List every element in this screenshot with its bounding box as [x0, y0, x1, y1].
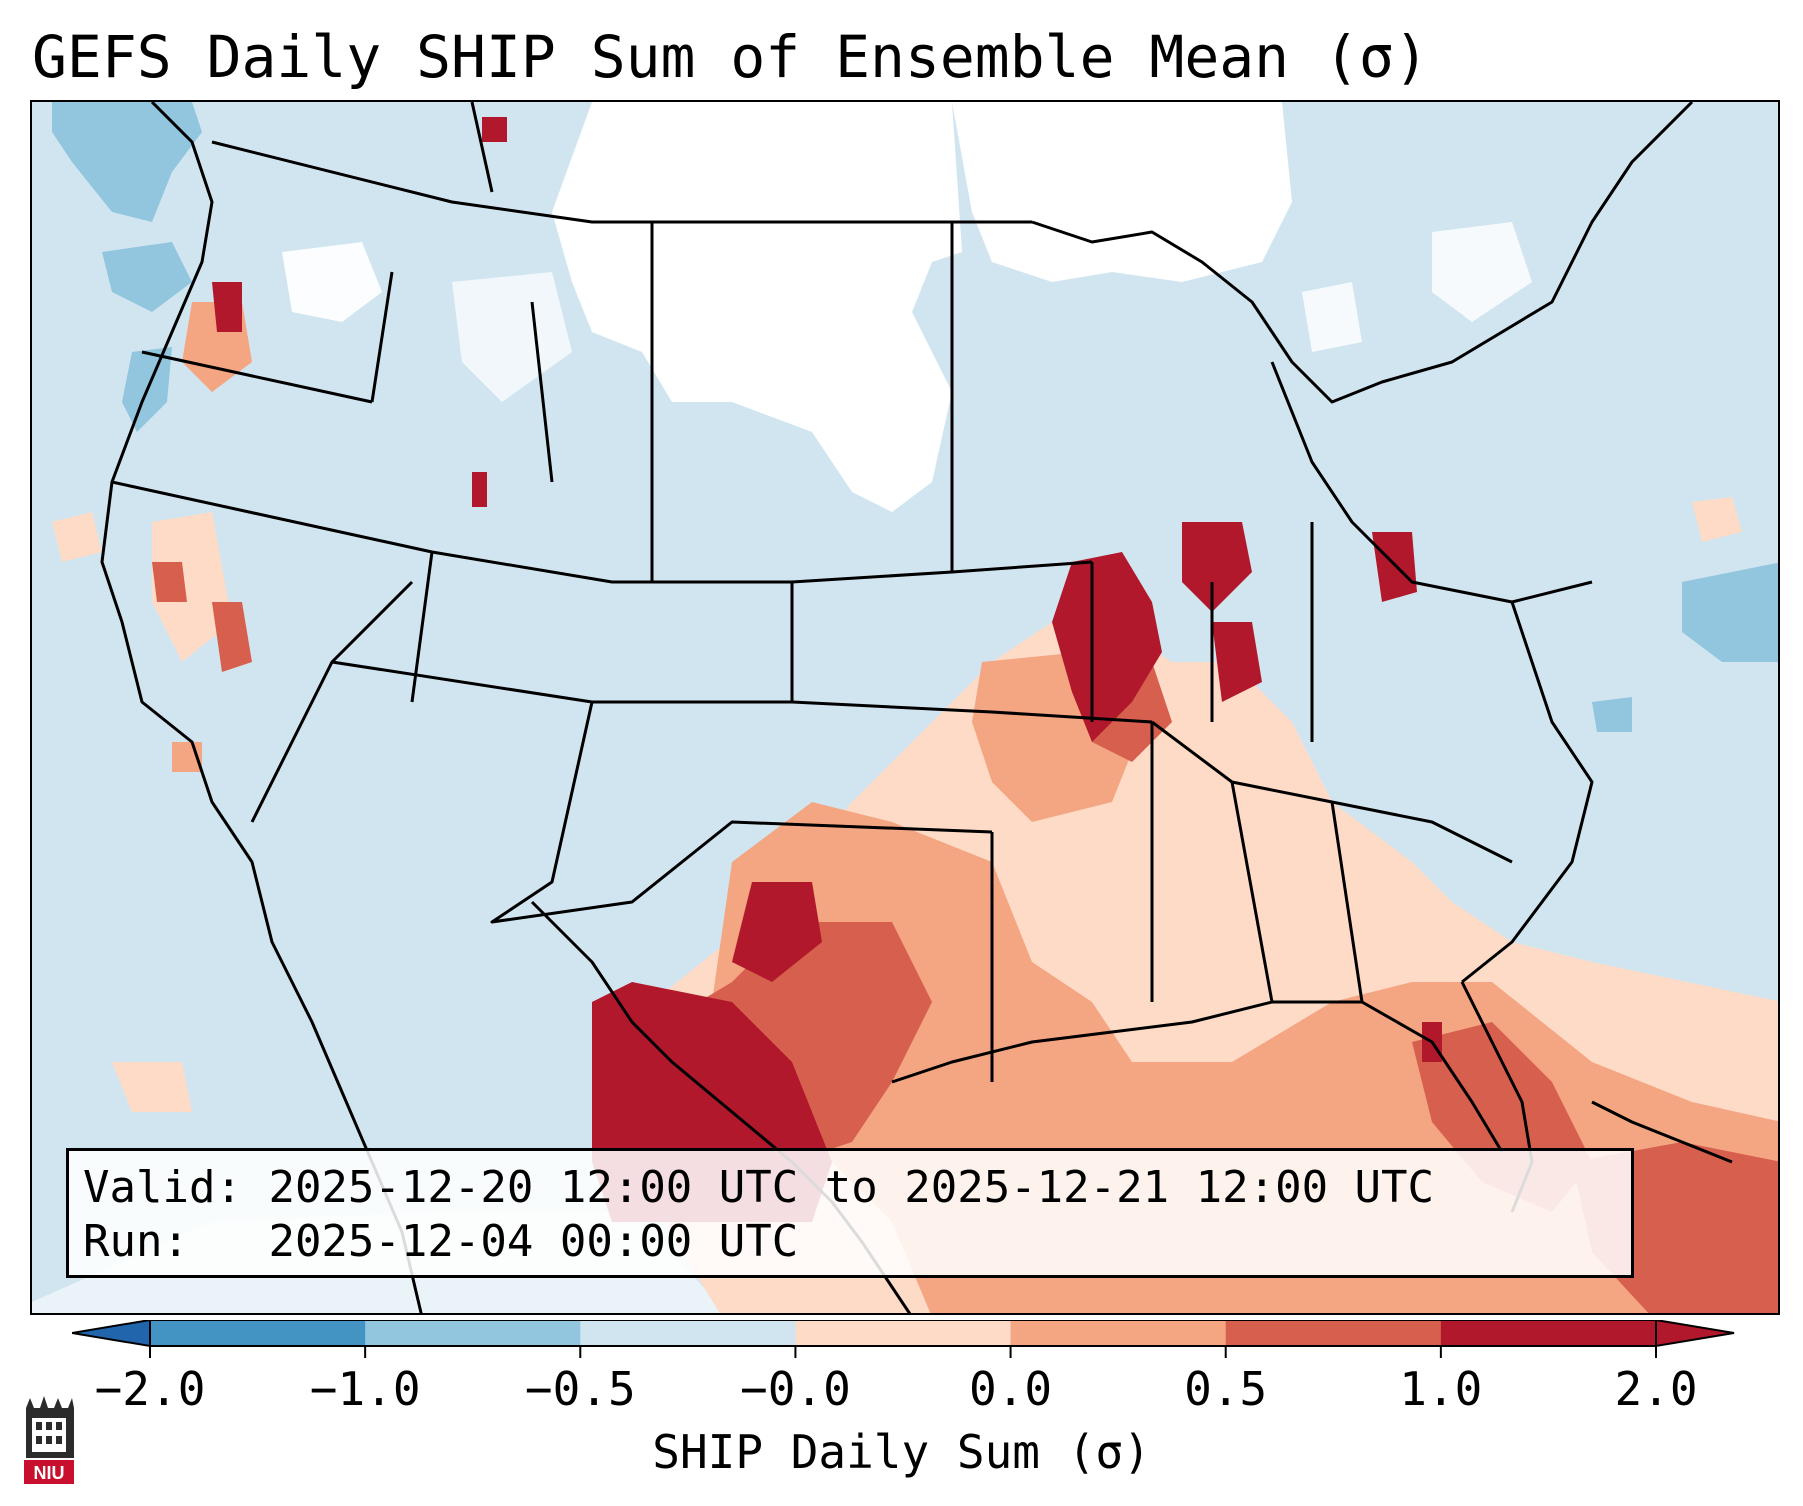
colorbar-tick-label: 1.0 — [1399, 1362, 1483, 1416]
map-panel — [30, 100, 1780, 1315]
niu-logo: NIU — [24, 1396, 74, 1484]
colorbar-bin — [1225, 1320, 1442, 1346]
valid-row: Valid: 2025-12-20 12:00 UTC to 2025-12-2… — [83, 1161, 1617, 1215]
colorbar-label: SHIP Daily Sum (σ) — [652, 1425, 1151, 1479]
valid-value: 2025-12-20 12:00 UTC to 2025-12-21 12:00… — [268, 1162, 1435, 1213]
run-row: Run: 2025-12-04 00:00 UTC — [83, 1215, 1617, 1269]
colorbar-tick-label: −0.5 — [524, 1362, 636, 1416]
colorbar-extend-low — [72, 1320, 151, 1348]
info-box: Valid: 2025-12-20 12:00 UTC to 2025-12-2… — [66, 1148, 1634, 1278]
colorbar-bin — [150, 1320, 366, 1346]
run-label: Run: — [83, 1216, 189, 1267]
colorbar-bin — [1440, 1320, 1657, 1346]
logo-text: NIU — [34, 1463, 65, 1483]
colorbar-tick-label: −0.0 — [740, 1362, 851, 1416]
colorbar — [72, 1320, 1735, 1358]
colorbar-tick-label: 0.5 — [1184, 1362, 1268, 1416]
colorbar-tick-label: 2.0 — [1614, 1362, 1698, 1416]
colorbar-tick-label: 0.0 — [969, 1362, 1053, 1416]
colorbar-bin — [1010, 1320, 1227, 1346]
colorbar-bins — [149, 1320, 1657, 1347]
colorbar-bin — [580, 1320, 796, 1346]
chart-title: GEFS Daily SHIP Sum of Ensemble Mean (σ) — [32, 23, 1429, 91]
colorbar-tick-label: −2.0 — [94, 1362, 206, 1416]
map-svg — [32, 102, 1778, 1313]
valid-label: Valid: — [83, 1162, 242, 1213]
colorbar-extend-high — [1655, 1320, 1735, 1348]
colorbar-bin — [795, 1320, 1012, 1346]
run-value: 2025-12-04 00:00 UTC — [268, 1216, 799, 1267]
colorbar-tick-marks — [149, 1346, 1657, 1358]
colorbar-bin — [365, 1320, 581, 1346]
colorbar-tick-label: −1.0 — [309, 1362, 421, 1416]
